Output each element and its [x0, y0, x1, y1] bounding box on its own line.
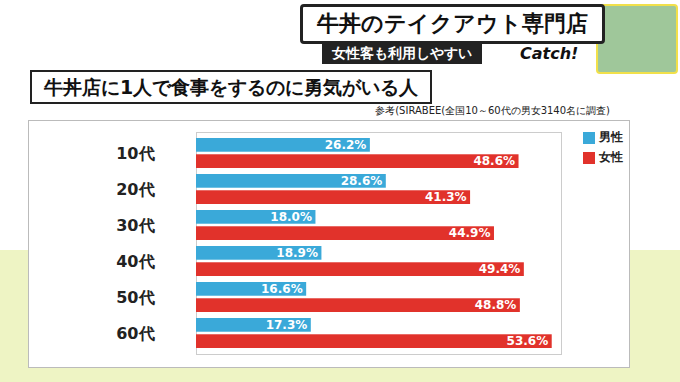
svg-text:53.6%: 53.6% — [507, 334, 549, 348]
svg-text:26.2%: 26.2% — [325, 138, 367, 152]
svg-text:18.9%: 18.9% — [276, 246, 318, 260]
svg-text:48.6%: 48.6% — [473, 154, 515, 168]
svg-text:49.4%: 49.4% — [479, 262, 521, 276]
svg-text:28.6%: 28.6% — [341, 174, 383, 188]
svg-text:17.3%: 17.3% — [266, 318, 308, 332]
svg-text:48.8%: 48.8% — [475, 298, 517, 312]
html-text:Catch!: Catch! — [520, 44, 579, 63]
svg-text:20代: 20代 — [116, 180, 154, 199]
svg-text:40代: 40代 — [116, 252, 154, 271]
html-text:女性客も利用しやすい: 女性客も利用しやすい — [332, 45, 472, 61]
svg-text:41.3%: 41.3% — [425, 190, 467, 204]
svg-text:60代: 60代 — [116, 324, 154, 343]
svg-text:50代: 50代 — [116, 288, 154, 307]
html-text:女性: 女性 — [599, 150, 623, 164]
html-text:牛丼店に1人で食事をするのに勇気がいる人: 牛丼店に1人で食事をするのに勇気がいる人 — [44, 76, 419, 98]
html-text:男性: 男性 — [599, 130, 623, 144]
html-text:牛丼のテイクアウト専門店: 牛丼のテイクアウト専門店 — [317, 11, 588, 36]
svg-text:30代: 30代 — [116, 216, 154, 235]
svg-text:10代: 10代 — [116, 144, 154, 163]
svg-text:18.0%: 18.0% — [270, 210, 312, 224]
html-text:参考(SIRABEE(全国10～60代の男女3140名に調査: 参考(SIRABEE(全国10～60代の男女3140名に調査) — [375, 105, 610, 116]
svg-text:44.9%: 44.9% — [449, 226, 491, 240]
svg-text:16.6%: 16.6% — [261, 282, 303, 296]
